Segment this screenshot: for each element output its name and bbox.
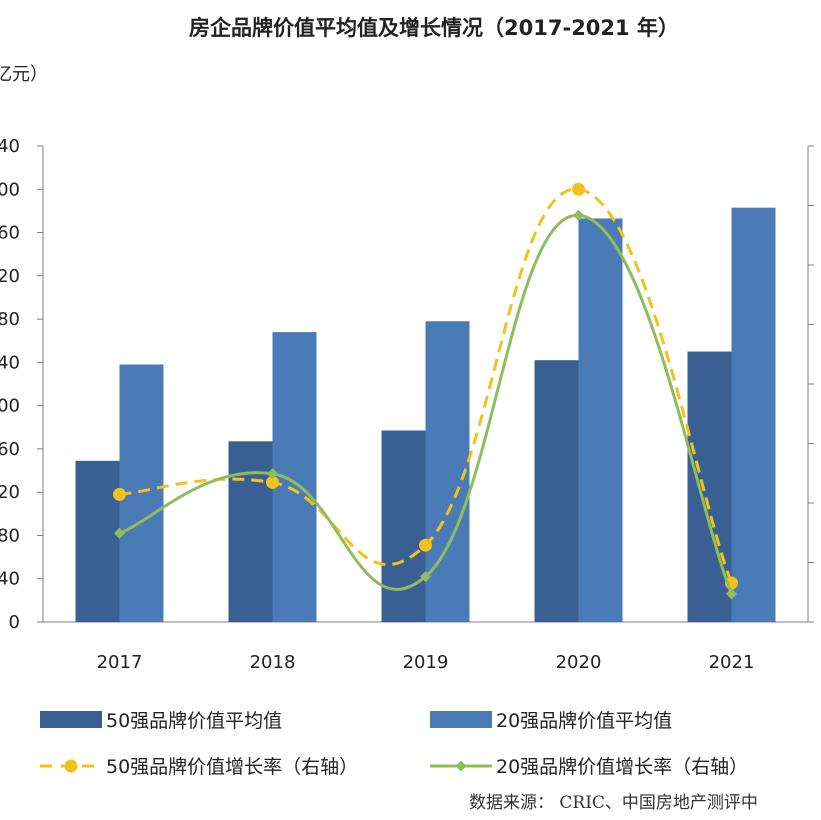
legend-item: 20强品牌价值增长率（右轴） xyxy=(430,756,748,778)
point-rate-50-2020 xyxy=(572,182,585,196)
x-tick-label: 2019 xyxy=(403,652,449,673)
legend-label: 50强品牌价值增长率（右轴） xyxy=(106,756,358,778)
legend-marker xyxy=(64,759,78,773)
y-tick-label: 360 xyxy=(0,223,20,244)
y-tick-label: 120 xyxy=(0,482,20,503)
chart-title: 房企品牌价值平均值及增长情况（2017-2021 年） xyxy=(189,16,679,40)
point-rate-20-2017 xyxy=(114,527,125,539)
legend-item: 50强品牌价值增长率（右轴） xyxy=(40,756,358,778)
legend-marker xyxy=(455,760,467,772)
source-note: 数据来源： CRIC、中国房地产测评中 xyxy=(469,793,758,813)
y-tick-label: 400 xyxy=(0,179,20,200)
y-tick-label: 160 xyxy=(0,439,20,460)
x-tick-label: 2018 xyxy=(250,652,296,673)
bar-20-2021 xyxy=(731,207,776,622)
bar-50-2021 xyxy=(687,351,732,622)
bar-50-2017 xyxy=(75,460,120,622)
point-rate-20-2021 xyxy=(726,588,737,600)
y-axis-unit-label: 亿元） xyxy=(0,64,48,85)
point-rate-50-2018 xyxy=(266,475,279,489)
bar-50-2020 xyxy=(534,360,579,622)
point-rate-20-2020 xyxy=(573,209,584,221)
legend-label: 20强品牌价值增长率（右轴） xyxy=(496,756,748,778)
y-tick-label: 440 xyxy=(0,136,20,157)
point-rate-20-2018 xyxy=(267,468,278,480)
legend-label: 50强品牌价值平均值 xyxy=(106,710,282,732)
y-tick-label: 0 xyxy=(9,612,20,633)
y-tick-label: 320 xyxy=(0,266,20,287)
point-rate-50-2019 xyxy=(419,538,432,552)
point-rate-50-2017 xyxy=(113,487,126,501)
legend-swatch xyxy=(430,711,492,728)
legend-item: 20强品牌价值平均值 xyxy=(430,710,672,732)
y-tick-label: 280 xyxy=(0,309,20,330)
y-tick-label: 80 xyxy=(0,525,20,546)
x-tick-label: 2021 xyxy=(709,652,755,673)
bar-50-2019 xyxy=(381,430,426,622)
legend-swatch xyxy=(40,711,102,728)
bar-20-2018 xyxy=(272,332,317,622)
x-tick-label: 2017 xyxy=(97,652,143,673)
x-tick-label: 2020 xyxy=(556,652,602,673)
bar-50-2018 xyxy=(228,441,273,622)
legend-item: 50强品牌价值平均值 xyxy=(40,710,282,732)
line-rate-50 xyxy=(119,187,733,584)
point-rate-20-2019 xyxy=(420,571,431,583)
y-tick-label: 40 xyxy=(0,569,20,590)
legend: 50强品牌价值平均值 20强品牌价值平均值 50强品牌价值增长率（右轴） 20强品牌价… xyxy=(40,710,748,778)
y-tick-label: 240 xyxy=(0,352,20,373)
bar-20-2019 xyxy=(425,321,470,622)
y-tick-label: 200 xyxy=(0,396,20,417)
line-rate-20 xyxy=(118,213,733,595)
bar-20-2020 xyxy=(578,218,623,622)
legend-label: 20强品牌价值平均值 xyxy=(496,710,672,732)
plot-area: 0 40 80 120 160 200 240 280 320 360 400 440 2017 2018… xyxy=(0,136,814,673)
